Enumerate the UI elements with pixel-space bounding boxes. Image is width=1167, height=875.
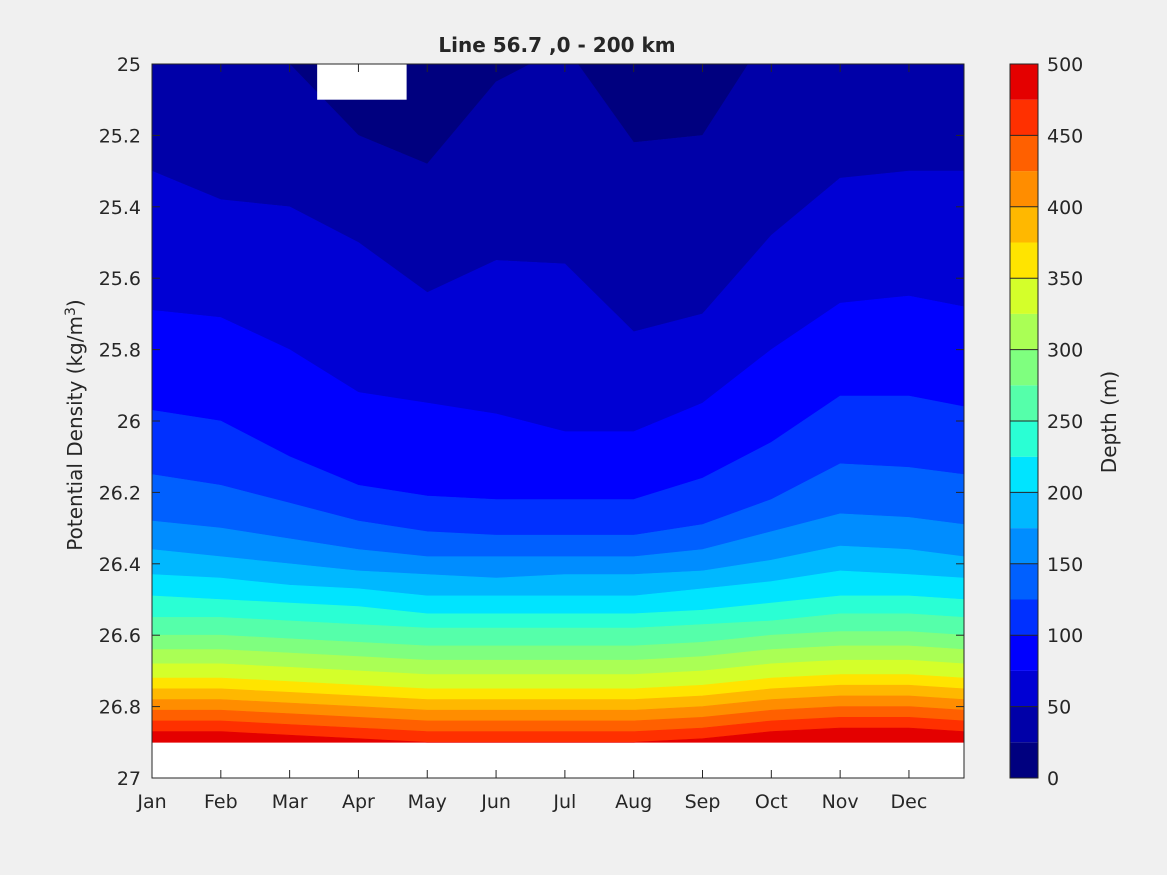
chart-title: Line 56.7 ,0 - 200 km bbox=[438, 33, 675, 57]
colorbar-swatch bbox=[1010, 349, 1038, 386]
y-tick-label: 25 bbox=[117, 54, 141, 76]
colorbar-tick-label: 450 bbox=[1047, 125, 1083, 147]
colorbar-swatch bbox=[1010, 492, 1038, 529]
y-tick-label: 26 bbox=[117, 411, 141, 433]
y-tick-label: 26.2 bbox=[99, 482, 141, 504]
x-tick-label: Jul bbox=[552, 791, 576, 813]
colorbar-swatch bbox=[1010, 599, 1038, 636]
colorbar-tick-label: 250 bbox=[1047, 411, 1083, 433]
x-tick-label: Nov bbox=[822, 791, 859, 813]
contour-band-19 bbox=[152, 727, 964, 743]
no-data-region bbox=[317, 64, 407, 100]
colorbar-tick-label: 200 bbox=[1047, 482, 1083, 504]
colorbar-tick-label: 0 bbox=[1047, 768, 1059, 790]
y-tick-label: 25.8 bbox=[99, 340, 141, 362]
y-axis: 25 25.2 25.4 25.6 25.8 26 26.2 26.4 26.6 26.8 27 bbox=[99, 54, 964, 790]
colorbar-tick-label: 50 bbox=[1047, 697, 1071, 719]
colorbar-swatch bbox=[1010, 635, 1038, 671]
y-tick-label: 25.4 bbox=[99, 197, 141, 219]
colorbar-swatch bbox=[1010, 171, 1038, 207]
y-tick-label: 27 bbox=[117, 768, 141, 790]
colorbar-tick-label: 300 bbox=[1047, 340, 1083, 362]
colorbar-swatch bbox=[1010, 99, 1038, 136]
colorbar-label: Depth (m) bbox=[1097, 371, 1121, 473]
x-tick-label: Sep bbox=[685, 791, 721, 813]
colorbar-swatch bbox=[1010, 421, 1038, 457]
y-tick-label: 25.2 bbox=[99, 125, 141, 147]
colorbar: 0 50 100 150 200 250 300 350 400 450 500 bbox=[1009, 54, 1083, 790]
colorbar-swatch bbox=[1010, 528, 1038, 564]
y-tick-label: 25.6 bbox=[99, 268, 141, 290]
y-tick-label: 26.6 bbox=[99, 625, 141, 647]
colorbar-swatch bbox=[1010, 135, 1038, 172]
x-tick-label: May bbox=[408, 791, 447, 813]
colorbar-swatch bbox=[1010, 242, 1038, 279]
colorbar-swatch bbox=[1010, 206, 1038, 243]
colorbar-swatch bbox=[1010, 670, 1038, 707]
x-tick-label: Aug bbox=[615, 791, 652, 813]
colorbar-tick-label: 500 bbox=[1047, 54, 1083, 76]
colorbar-swatch bbox=[1010, 64, 1038, 100]
colorbar-swatch bbox=[1010, 706, 1038, 743]
x-tick-label: Apr bbox=[342, 791, 375, 813]
colorbar-swatch bbox=[1010, 742, 1038, 778]
y-tick-label: 26.4 bbox=[99, 554, 141, 576]
colorbar-swatch bbox=[1010, 313, 1038, 350]
colorbar-swatch bbox=[1010, 278, 1038, 314]
x-tick-label: Dec bbox=[891, 791, 928, 813]
colorbar-tick-label: 150 bbox=[1047, 554, 1083, 576]
colorbar-tick-label: 100 bbox=[1047, 625, 1083, 647]
y-tick-label: 26.8 bbox=[99, 697, 141, 719]
y-axis-label: Potential Density (kg/m3) bbox=[63, 299, 87, 550]
x-axis: Jan Feb Mar Apr May Jun Jul Aug Sep Oct Nov Dec bbox=[136, 64, 927, 813]
x-tick-label: Feb bbox=[204, 791, 238, 813]
colorbar-swatch bbox=[1010, 563, 1038, 600]
contour-fills bbox=[152, 64, 964, 743]
x-tick-label: Oct bbox=[755, 791, 788, 813]
colorbar-swatch bbox=[1010, 385, 1038, 421]
colorbar-tick-label: 350 bbox=[1047, 268, 1083, 290]
x-tick-label: Jan bbox=[136, 791, 166, 813]
colorbar-swatch bbox=[1010, 456, 1038, 493]
x-tick-label: Jun bbox=[480, 791, 511, 813]
x-tick-label: Mar bbox=[272, 791, 308, 813]
colorbar-tick-label: 400 bbox=[1047, 197, 1083, 219]
